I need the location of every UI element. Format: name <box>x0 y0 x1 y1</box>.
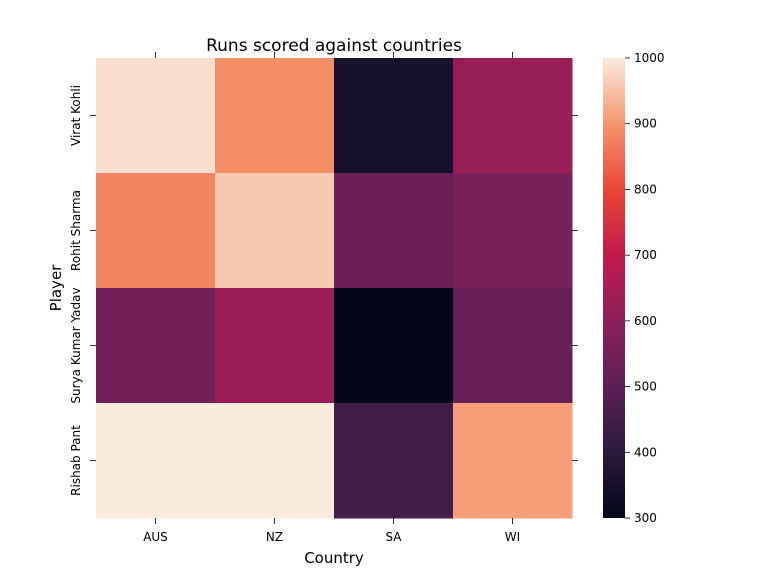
colorbar-tick-label: 600 <box>634 314 657 328</box>
x-tick-label: WI <box>505 530 520 544</box>
y-tick-label: Rishab Pant <box>69 425 83 496</box>
heatmap-cell <box>96 288 216 404</box>
y-axis-label: Player <box>47 264 65 312</box>
y-axis-ticks: Virat Kohli Rohit Sharma Surya Kumar Yadav… <box>69 85 578 496</box>
x-axis-label: Country <box>304 549 364 567</box>
y-tick-label: Virat Kohli <box>69 85 83 146</box>
colorbar <box>603 58 625 518</box>
heatmap-cell <box>334 173 454 289</box>
x-tick-label: NZ <box>266 530 283 544</box>
x-tick-label: AUS <box>143 530 168 544</box>
heatmap-cell <box>453 403 573 519</box>
colorbar-tick-label: 500 <box>634 380 657 394</box>
heatmap-cell <box>334 58 454 174</box>
heatmap-cell <box>334 403 454 519</box>
colorbar-tick-label: 700 <box>634 248 657 262</box>
heatmap-cells <box>96 58 573 519</box>
heatmap-cell <box>215 403 335 519</box>
colorbar-tick-label: 1000 <box>634 51 665 65</box>
heatmap-cell <box>215 58 335 174</box>
colorbar-tick-label: 300 <box>634 511 657 525</box>
chart-title: Runs scored against countries <box>206 36 462 56</box>
heatmap-cell <box>96 58 216 174</box>
colorbar-tick-label: 800 <box>634 182 657 196</box>
heatmap-cell <box>96 403 216 519</box>
heatmap-cell <box>453 58 573 174</box>
heatmap-cell <box>453 288 573 404</box>
heatmap-cell <box>453 173 573 289</box>
x-axis-ticks: AUS NZ SA WI <box>143 52 520 544</box>
heatmap-cell <box>96 173 216 289</box>
heatmap-cell <box>334 288 454 404</box>
colorbar-tick-label: 400 <box>634 445 657 459</box>
heatmap-cell <box>215 288 335 404</box>
colorbar-tick-label: 900 <box>634 117 657 131</box>
colorbar-ticks: 300 400 500 600 700 800 900 1000 <box>625 51 665 525</box>
y-tick-label: Surya Kumar Yadav <box>69 287 83 403</box>
y-tick-label: Rohit Sharma <box>69 190 83 271</box>
heatmap-cell <box>215 173 335 289</box>
x-tick-label: SA <box>385 530 402 544</box>
